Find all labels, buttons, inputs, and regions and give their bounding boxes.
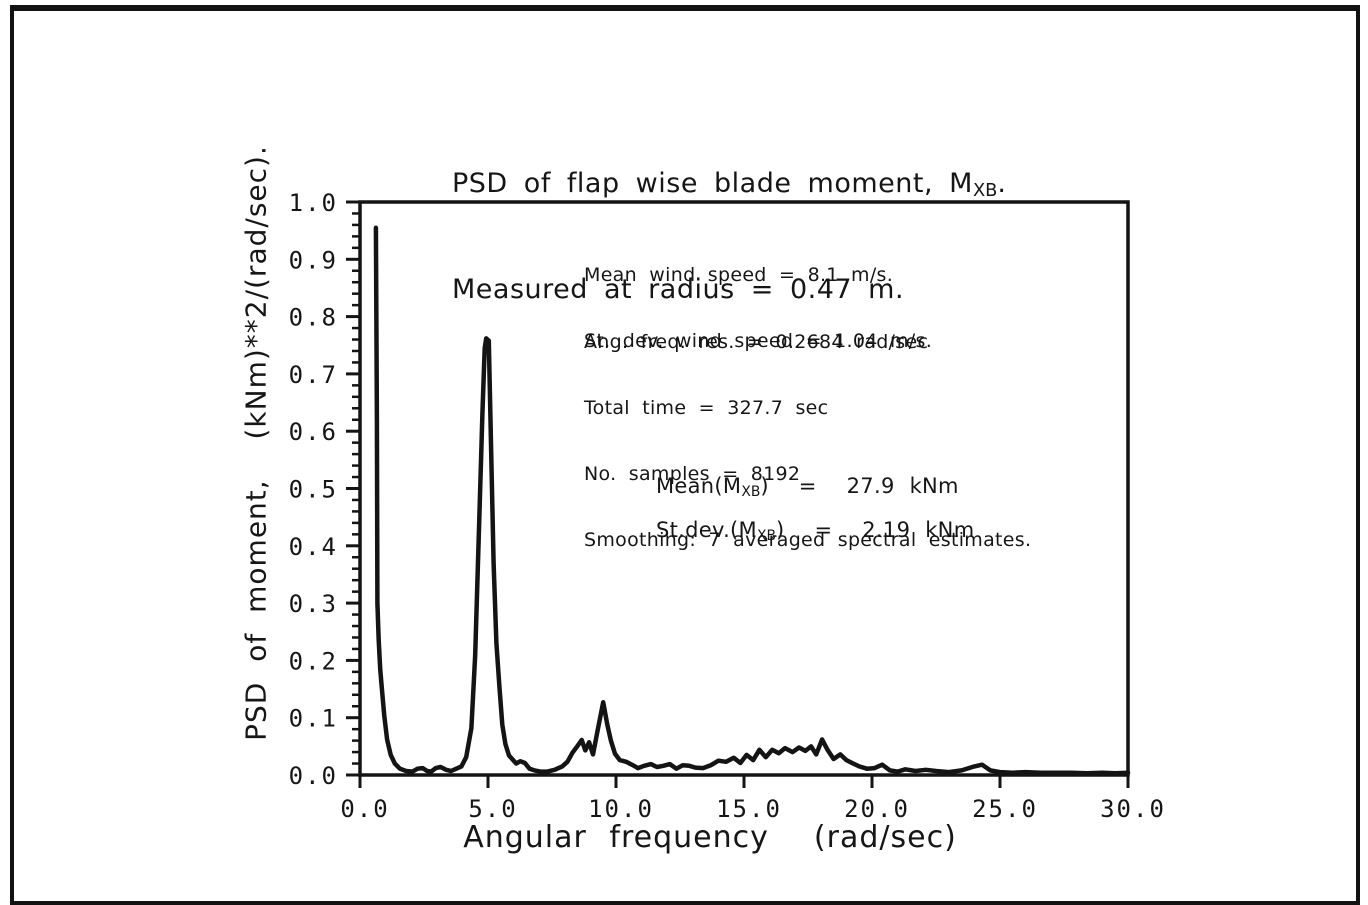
y-tick-label: 0.3 [289, 590, 338, 618]
annotation-line: Smoothing: 7 averaged spectral estimates… [584, 529, 1032, 551]
x-tick-label: 15.0 [716, 795, 782, 823]
psd-curve [373, 225, 1131, 776]
mean-stat-text: Mean(M [656, 474, 742, 498]
wind-stats-annotation: Mean wind speed = 8.1 m/s. St. dev. wind… [584, 220, 932, 374]
title-subscript: XB [972, 179, 998, 201]
x-tick-label: 5.0 [468, 795, 517, 823]
annotation-line: St. dev. wind speed = 1.04 m/s. [584, 330, 933, 352]
x-tick-label: 30.0 [1100, 795, 1166, 823]
mean-stat-subscript: XB [741, 484, 761, 501]
x-tick-label: 0.0 [340, 795, 389, 823]
y-tick-label: 0.7 [289, 361, 338, 389]
y-tick-label: 0.6 [289, 418, 338, 446]
y-tick-label: 1.0 [289, 189, 338, 217]
x-tick-label: 20.0 [844, 795, 910, 823]
chart-title-line1: PSD of flap wise blade moment, MXB. [452, 167, 1006, 207]
stdev-stat-value: ) = 2.19 kNm [776, 518, 975, 542]
y-tick-label: 0.8 [289, 304, 338, 332]
y-tick-label: 0.9 [289, 246, 338, 274]
stdev-stat: St.dev.(MXB) = 2.19 kNm [656, 518, 974, 544]
annotation-line: Mean wind speed = 8.1 m/s. [584, 264, 894, 286]
title-text: PSD of flap wise blade moment, M [452, 168, 973, 199]
y-tick-label: 0.4 [289, 533, 338, 561]
y-tick-label: 0.0 [289, 762, 338, 790]
y-axis-title: PSD of moment, (kNm)**2/(rad/sec). [239, 145, 273, 741]
y-tick-label: 0.5 [289, 476, 338, 504]
x-tick-label: 25.0 [972, 795, 1038, 823]
x-tick-label: 10.0 [588, 795, 654, 823]
title-period: . [997, 168, 1007, 199]
x-axis-title: Angular frequency (rad/sec) [463, 820, 957, 855]
mean-stat: Mean(MXB) = 27.9 kNm [656, 474, 959, 500]
annotation-line: Total time = 327.7 sec [584, 397, 829, 419]
annotation-line: Ang. freq. res. = 0.2684 rad/sec [584, 331, 929, 353]
stdev-stat-subscript: XB [756, 528, 776, 545]
stdev-stat-text: St.dev.(M [656, 518, 757, 542]
processing-annotation: Ang. freq. res. = 0.2684 rad/sec Total t… [584, 287, 1031, 573]
y-tick-label: 0.1 [289, 705, 338, 733]
y-tick-label: 0.2 [289, 647, 338, 675]
chart-title-line2: Measured at radius = 0.47 m. [452, 273, 905, 305]
mean-stat-value: ) = 27.9 kNm [760, 474, 959, 498]
annotation-line: No. samples = 8192 [584, 463, 801, 485]
chart-title: PSD of flap wise blade moment, MXB. Meas… [452, 101, 1006, 339]
